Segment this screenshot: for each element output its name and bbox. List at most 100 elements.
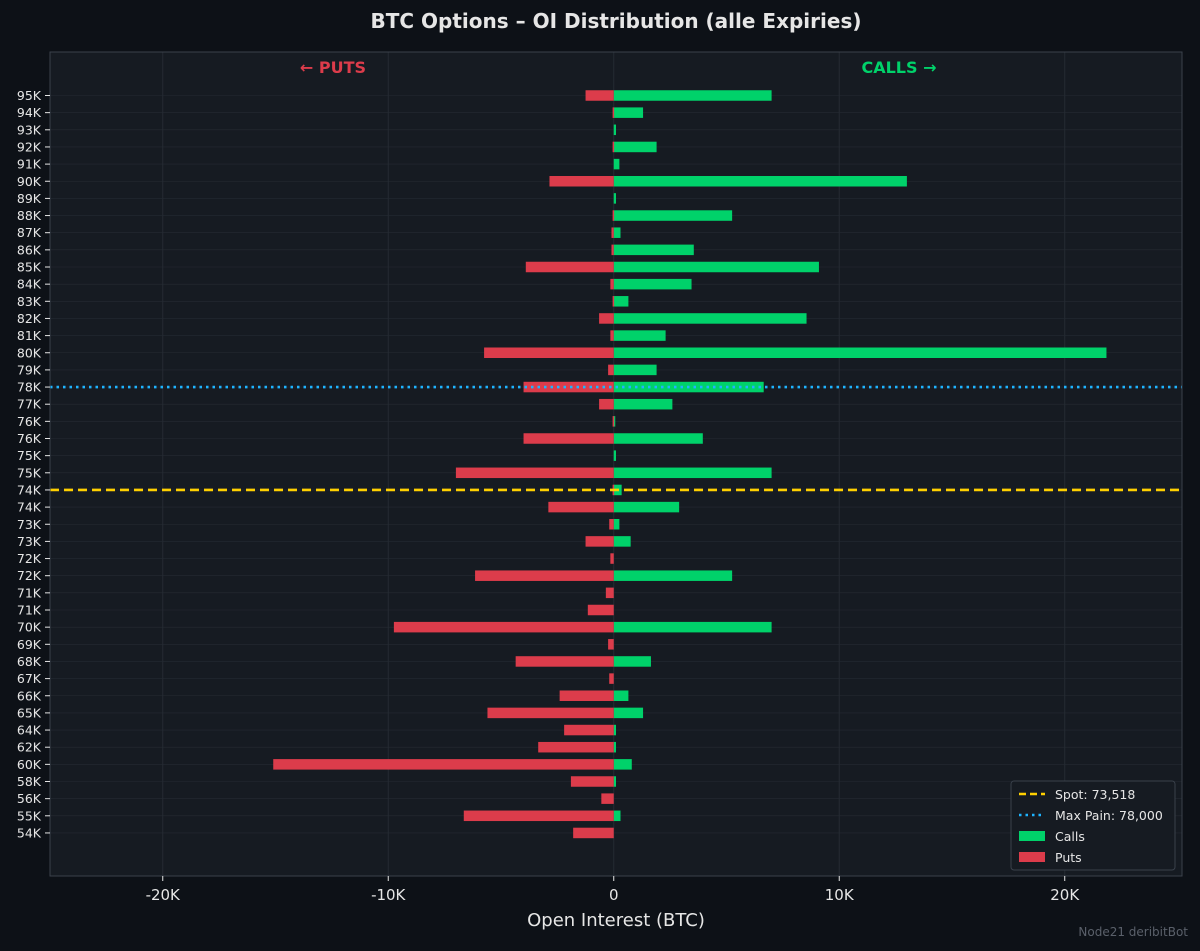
put-bar	[585, 536, 614, 547]
y-tick-label: 67K	[17, 671, 42, 686]
call-bar	[613, 176, 907, 187]
y-tick-label: 72K	[17, 568, 42, 583]
x-tick-label: 20K	[1050, 886, 1080, 904]
y-tick-label: 87K	[17, 225, 42, 240]
y-tick-label: 64K	[17, 723, 42, 738]
put-bar	[515, 656, 614, 667]
plot-frame	[49, 51, 1183, 877]
legend-puts-label: Puts	[1055, 850, 1082, 865]
call-bar	[613, 296, 629, 307]
call-bar	[613, 536, 631, 547]
call-bar	[613, 810, 621, 822]
x-axis-ticks: -20K -10K 0 10K 20K	[146, 876, 1080, 904]
y-tick-label: 62K	[17, 740, 42, 755]
put-bar	[559, 690, 614, 701]
puts-side-label: ← PUTS	[300, 58, 366, 77]
y-tick-label: 73K	[17, 517, 42, 532]
call-bar	[613, 158, 620, 170]
call-bar	[613, 261, 819, 273]
put-bar	[610, 278, 614, 290]
put-bar	[612, 296, 615, 307]
put-bar	[587, 604, 614, 616]
put-bar	[523, 381, 614, 393]
put-bar	[523, 433, 614, 444]
y-tick-label: 89K	[17, 191, 42, 206]
call-bar	[613, 759, 632, 770]
put-bar	[612, 210, 615, 221]
call-bar	[613, 707, 644, 719]
y-tick-label: 71K	[17, 603, 42, 618]
y-tick-label: 95K	[17, 88, 42, 103]
watermark: Node21 deribitBot	[1078, 925, 1188, 939]
y-tick-label: 65K	[17, 705, 42, 720]
put-bar	[611, 244, 614, 256]
put-bar	[599, 398, 614, 410]
x-tick-label: -20K	[146, 886, 181, 904]
chart-title: BTC Options – OI Distribution (alle Expi…	[371, 9, 862, 33]
y-tick-label: 76K	[17, 414, 42, 429]
y-tick-label: 86K	[17, 242, 42, 257]
y-tick-label: 91K	[17, 157, 42, 172]
y-tick-label: 74K	[17, 482, 42, 497]
legend-calls-swatch	[1019, 831, 1045, 841]
put-bar	[609, 673, 614, 684]
put-bar	[549, 176, 614, 187]
y-tick-label: 81K	[17, 328, 42, 343]
call-bar	[613, 313, 807, 324]
put-bar	[525, 261, 614, 273]
call-bar	[613, 90, 772, 101]
y-tick-label: 90K	[17, 174, 42, 189]
call-bar	[613, 278, 692, 290]
x-tick-label: 10K	[825, 886, 855, 904]
y-tick-label: 79K	[17, 362, 42, 377]
put-bar	[599, 313, 614, 324]
put-bar	[475, 570, 614, 581]
put-bar	[570, 776, 614, 787]
call-bar	[613, 724, 616, 736]
legend-calls-label: Calls	[1055, 829, 1085, 844]
y-tick-label: 75K	[17, 448, 42, 463]
y-tick-label: 80K	[17, 345, 42, 360]
legend-max-pain-label: Max Pain: 78,000	[1055, 808, 1163, 823]
put-bar	[612, 107, 615, 118]
y-tick-label: 93K	[17, 122, 42, 137]
call-bar	[613, 656, 651, 667]
put-bar	[548, 501, 614, 513]
x-tick-label: -10K	[371, 886, 406, 904]
legend-spot-label: Spot: 73,518	[1055, 787, 1135, 802]
y-tick-label: 72K	[17, 551, 42, 566]
call-bar	[613, 227, 621, 238]
call-bar	[613, 416, 616, 427]
put-bar	[612, 416, 615, 427]
call-bar	[613, 193, 616, 204]
call-bar	[613, 107, 644, 118]
put-bar	[573, 827, 614, 839]
y-tick-label: 58K	[17, 774, 42, 789]
call-bar	[613, 450, 616, 461]
put-bar	[487, 707, 614, 719]
legend-box	[1010, 780, 1176, 871]
call-bar	[613, 433, 703, 444]
y-tick-label: 84K	[17, 277, 42, 292]
call-bar	[613, 330, 666, 341]
put-bar	[609, 519, 614, 530]
call-bar	[613, 398, 673, 410]
call-bar	[613, 364, 657, 376]
put-bar	[455, 467, 614, 479]
call-bar	[613, 210, 733, 221]
put-bar	[610, 330, 614, 341]
put-bar	[610, 553, 614, 564]
y-tick-label: 54K	[17, 825, 42, 840]
call-bar	[613, 570, 733, 581]
y-tick-label: 78K	[17, 380, 42, 395]
plot-area	[50, 52, 1182, 876]
put-bar	[612, 141, 615, 153]
put-bar	[538, 741, 614, 753]
y-tick-label: 55K	[17, 808, 42, 823]
call-bar	[613, 244, 694, 256]
y-tick-label: 71K	[17, 585, 42, 600]
x-axis-label: Open Interest (BTC)	[527, 910, 705, 931]
y-tick-label: 73K	[17, 534, 42, 549]
